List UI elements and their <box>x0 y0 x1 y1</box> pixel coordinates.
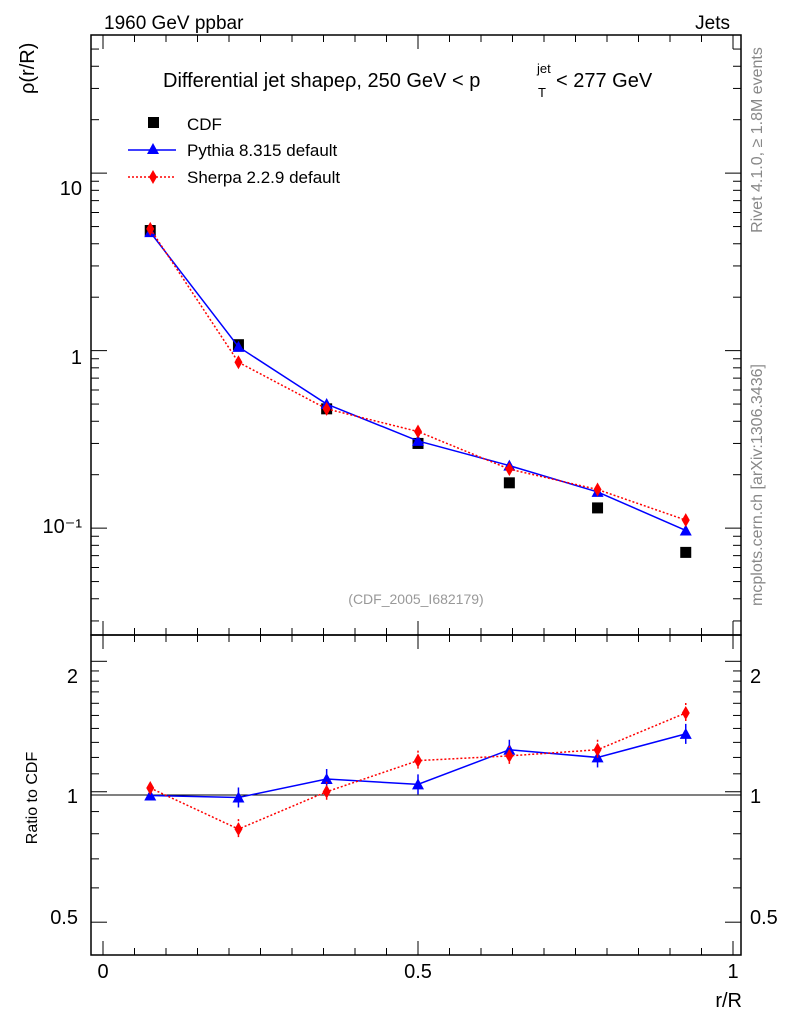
y-tick-label-10: 10 <box>60 178 82 200</box>
analysis-id-label: (CDF_2005_I682179) <box>348 591 483 607</box>
cdf-point <box>503 477 515 489</box>
energy-label: 1960 GeV ppbar <box>104 13 244 34</box>
x-axis-label: r/R <box>715 990 742 1012</box>
ratio-tick-label-1-right: 1 <box>750 786 761 808</box>
y-tick-label-1: 1 <box>71 347 82 369</box>
legend: CDF Pythia 8.315 default Sherpa 2.2.9 de… <box>128 115 340 187</box>
pythia-ratio-point <box>144 789 157 801</box>
legend-sherpa-label: Sherpa 2.2.9 default <box>187 168 340 187</box>
ratio-tick-label-1: 1 <box>67 786 78 808</box>
x-tick-label-05: 0.5 <box>404 961 432 983</box>
cdf-point <box>680 546 692 558</box>
pythia-ratio-point <box>320 773 333 785</box>
ratio-tick-label-2: 2 <box>67 666 78 688</box>
cdf-point <box>592 502 604 514</box>
title-prefix: Differential jet shapeρ, 250 GeV < p <box>163 70 480 92</box>
pythia-point <box>232 340 245 352</box>
chart-title: Differential jet shapeρ, 250 GeV < p jet… <box>163 61 653 100</box>
category-label: Jets <box>695 13 730 34</box>
x-tick-label-0: 0 <box>97 961 108 983</box>
series-layer <box>144 221 692 840</box>
sherpa-ratio-line <box>149 712 687 830</box>
title-sub: T <box>538 85 546 100</box>
sherpa-ratio-point <box>681 705 690 720</box>
sherpa-point <box>681 513 690 528</box>
sherpa-ratio-point <box>146 781 155 796</box>
sherpa-ratio-point <box>322 784 331 799</box>
ratio-tick-label-05: 0.5 <box>50 907 78 929</box>
sherpa-ratio-point <box>593 742 602 757</box>
rivet-info: Rivet 4.1.0, ≥ 1.8M events <box>749 47 766 233</box>
sherpa-main-line <box>149 228 686 521</box>
sherpa-point <box>505 462 514 477</box>
legend-sherpa-marker <box>149 170 157 184</box>
sherpa-point <box>593 482 602 497</box>
legend-pythia-label: Pythia 8.315 default <box>187 141 338 160</box>
sherpa-ratio-point <box>414 753 422 768</box>
sherpa-ratio-point <box>505 748 514 763</box>
mcplots-info: mcplots.cern.ch [arXiv:1306.3436] <box>749 364 766 606</box>
pythia-main-line <box>149 231 687 532</box>
sherpa-ratio-point <box>234 822 243 837</box>
ratio-tick-label-2-right: 2 <box>750 666 761 688</box>
sherpa-point <box>322 401 331 416</box>
sherpa-point <box>146 221 155 236</box>
y-tick-label-01: 10⁻¹ <box>43 516 83 538</box>
x-tick-label-1: 1 <box>727 961 738 983</box>
axis-ticks <box>91 34 741 955</box>
pythia-ratio-point <box>679 727 692 739</box>
title-sup: jet <box>536 61 551 76</box>
pythia-ratio-point <box>412 778 424 790</box>
title-suffix: < 277 GeV <box>556 70 653 92</box>
legend-pythia-marker <box>147 143 159 154</box>
legend-cdf-label: CDF <box>187 115 222 134</box>
pythia-point <box>679 524 692 536</box>
main-y-axis-label: ρ(r/R) <box>17 43 39 94</box>
ratio-y-axis-label: Ratio to CDF <box>24 752 41 845</box>
legend-cdf-marker <box>148 117 159 128</box>
sherpa-point <box>414 424 422 439</box>
ratio-tick-label-05-right: 0.5 <box>750 907 778 929</box>
pythia-point <box>412 434 424 446</box>
sherpa-point <box>234 355 243 370</box>
pythia-ratio-point <box>232 791 245 803</box>
